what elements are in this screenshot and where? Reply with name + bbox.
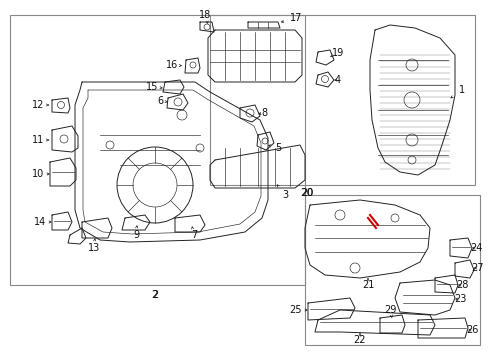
Text: 13: 13 <box>88 243 100 253</box>
Text: 7: 7 <box>190 230 197 240</box>
Text: 6: 6 <box>157 96 163 106</box>
Text: 16: 16 <box>165 60 178 70</box>
Text: 2: 2 <box>151 290 158 300</box>
Text: 21: 21 <box>361 280 373 290</box>
Bar <box>10 15 305 285</box>
Text: 15: 15 <box>145 82 158 92</box>
Text: 10: 10 <box>32 169 44 179</box>
Text: 17: 17 <box>289 13 302 23</box>
Text: 5: 5 <box>274 143 281 153</box>
Text: 12: 12 <box>32 100 44 110</box>
Text: 22: 22 <box>353 335 366 345</box>
Bar <box>209 15 474 185</box>
Text: 25: 25 <box>289 305 302 315</box>
Text: 18: 18 <box>199 10 211 20</box>
Text: 11: 11 <box>32 135 44 145</box>
Text: 9: 9 <box>133 230 139 240</box>
Text: 20: 20 <box>300 188 312 198</box>
Text: 20: 20 <box>300 188 313 198</box>
Text: 27: 27 <box>470 263 482 273</box>
Text: 1: 1 <box>458 85 464 95</box>
Text: 4: 4 <box>334 75 340 85</box>
Text: 3: 3 <box>282 190 287 200</box>
Text: 19: 19 <box>331 48 344 58</box>
Text: 26: 26 <box>465 325 477 335</box>
Text: 8: 8 <box>261 108 266 118</box>
Bar <box>305 195 479 345</box>
Text: 28: 28 <box>455 280 467 290</box>
Text: 24: 24 <box>469 243 481 253</box>
Text: 14: 14 <box>34 217 46 227</box>
Text: 29: 29 <box>383 305 395 315</box>
Text: 23: 23 <box>453 294 465 304</box>
Text: 2: 2 <box>152 290 158 300</box>
